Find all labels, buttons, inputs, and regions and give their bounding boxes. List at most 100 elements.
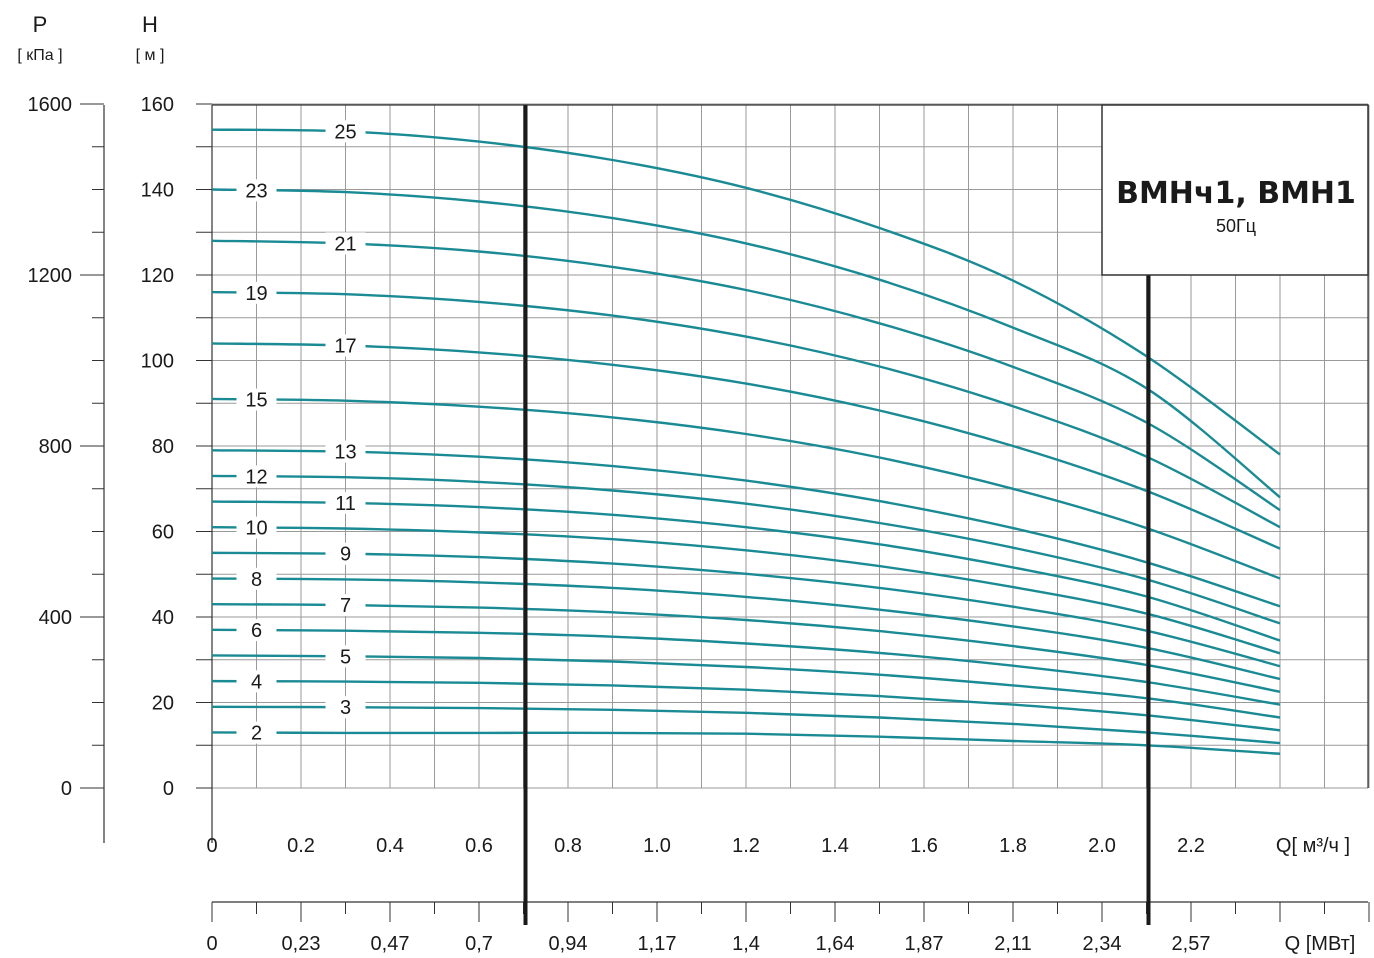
flow-tick-label: 0.6	[465, 835, 493, 857]
power-tick-label: 0	[206, 933, 217, 955]
flow-tick-label: 0.8	[554, 835, 582, 857]
pump-curve-10	[211, 526, 1281, 655]
power-tick-label: 1,4	[732, 933, 760, 955]
curve-label: 23	[245, 180, 267, 202]
pump-curve-17	[211, 342, 1281, 550]
flow-tick-label: 1.2	[732, 835, 760, 857]
pump-curve-8	[211, 577, 1281, 681]
chart-subtitle: 50Гц	[1216, 216, 1256, 236]
power-tick-label: 1,64	[816, 933, 855, 955]
pump-curve-15	[211, 397, 1281, 580]
flow-tick-label: 1.0	[643, 835, 671, 857]
power-tick-label: 0,94	[549, 933, 588, 955]
curve-label: 21	[334, 233, 356, 255]
power-tick-label: 2,34	[1083, 933, 1122, 955]
curve-label: 9	[340, 544, 351, 566]
pressure-axis-label: P	[33, 12, 48, 37]
flow-tick-label: 0.2	[287, 835, 315, 857]
curve-label: 7	[340, 595, 351, 617]
curve-label: 6	[251, 620, 262, 642]
power-tick-label: 0,7	[465, 933, 493, 955]
curve-label: 10	[245, 518, 267, 540]
pump-curve-2	[211, 731, 1281, 755]
pump-curve-9	[211, 551, 1281, 668]
flow-tick-label: 2.0	[1088, 835, 1116, 857]
y-axis-headers: P [ кПа ] H [ м ]	[17, 12, 164, 64]
curve-label-bg	[325, 696, 366, 719]
curve-label-bg	[325, 645, 366, 668]
curve-label-bg	[236, 567, 277, 590]
pump-curve-21	[211, 239, 1281, 512]
pump-curve-19	[211, 290, 1281, 529]
curve-label: 13	[334, 442, 356, 464]
flow-tick-label: 2.2	[1177, 835, 1205, 857]
title-box: ВМНч1, ВМН1 50Гц	[1101, 104, 1369, 276]
curve-label-bg	[325, 491, 366, 514]
pump-curve-6	[211, 628, 1281, 706]
head-tick-label: 160	[141, 94, 174, 116]
title-box-frame	[1101, 104, 1369, 276]
power-tick-label: 1,17	[638, 933, 677, 955]
chart-title: ВМНч1, ВМН1	[1116, 176, 1356, 211]
flow-tick-label: 1.4	[821, 835, 849, 857]
flow-tick-label: 0.4	[376, 835, 404, 857]
curve-label-bg	[236, 465, 277, 488]
curve-label: 4	[251, 671, 262, 693]
curve-label-bg	[236, 281, 277, 304]
pump-curve-5	[211, 654, 1281, 719]
power-tick-label: 1,87	[905, 933, 944, 955]
head-tick-label: 80	[152, 436, 174, 458]
flow-tick-label: 1.6	[910, 835, 938, 857]
head-tick-label: 140	[141, 180, 174, 202]
curve-label-bg	[325, 232, 366, 255]
curve-label: 11	[335, 493, 356, 515]
pressure-tick-label: 1600	[28, 94, 73, 116]
pressure-tick-label: 1200	[28, 265, 73, 287]
pump-curve-13	[211, 449, 1281, 608]
pump-curve-4	[211, 679, 1281, 732]
head-axis-unit: [ м ]	[136, 47, 165, 64]
curve-label: 8	[251, 569, 262, 591]
pump-curve-11	[211, 500, 1281, 642]
flow-tick-label: 0	[206, 835, 217, 857]
pressure-tick-label: 800	[39, 436, 72, 458]
head-tick-label: 20	[152, 693, 174, 715]
curve-label-bg	[325, 440, 366, 463]
curve-label: 19	[245, 283, 267, 305]
power-tick-label: 0,47	[371, 933, 410, 955]
curve-label: 15	[245, 390, 267, 412]
pump-curve-25	[211, 128, 1281, 456]
curve-label-bg	[236, 388, 277, 411]
pressure-tick-label: 0	[61, 778, 72, 800]
curve-label-bg	[325, 120, 366, 143]
curve-label: 17	[334, 336, 356, 358]
pump-curve-3	[211, 705, 1281, 745]
head-tick-label: 0	[163, 778, 174, 800]
pressure-tick-label: 400	[39, 607, 72, 629]
power-axis-label: Q [МВт]	[1285, 933, 1356, 955]
power-tick-label: 2,57	[1172, 933, 1211, 955]
curve-label-bg	[236, 670, 277, 693]
pump-curve-12	[211, 474, 1281, 625]
head-tick-label: 120	[141, 265, 174, 287]
curve-label-bg	[236, 516, 277, 539]
pump-curve-7	[211, 602, 1281, 693]
curve-label: 12	[245, 466, 267, 488]
curve-label-bg	[325, 334, 366, 357]
power-tick-label: 2,11	[994, 933, 1031, 955]
pump-curve-23	[211, 188, 1281, 499]
flow-tick-label: 1.8	[999, 835, 1027, 857]
curve-label-bg	[236, 721, 277, 744]
curve-label-bg	[236, 179, 277, 202]
curve-label: 25	[334, 121, 356, 143]
curve-label-bg	[325, 594, 366, 617]
head-axis-label: H	[142, 12, 158, 37]
curve-label: 3	[340, 697, 351, 719]
head-tick-label: 60	[152, 522, 174, 544]
curve-label: 2	[251, 723, 262, 745]
flow-axis-label: Q[ м³/ч ]	[1276, 835, 1350, 857]
power-tick-label: 0,23	[282, 933, 321, 955]
